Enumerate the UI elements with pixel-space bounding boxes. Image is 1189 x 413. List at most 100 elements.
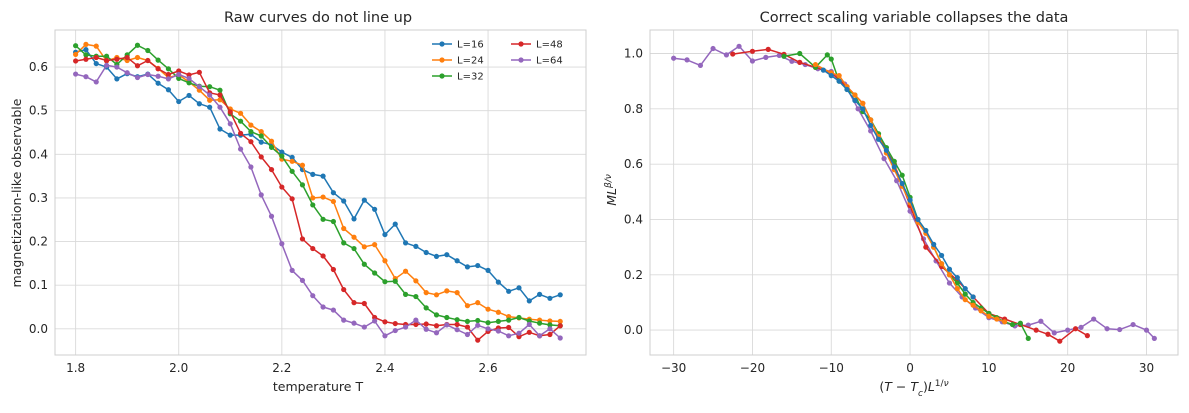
- x-tick-label: −10: [819, 361, 844, 375]
- data-point: [836, 73, 842, 79]
- data-point: [423, 321, 429, 327]
- data-point: [526, 329, 532, 335]
- data-point: [464, 303, 471, 309]
- data-point: [1084, 333, 1090, 339]
- right-chart-xlabel: (T − Tc)L1/ν: [879, 379, 948, 399]
- legend-label: L=64: [536, 56, 563, 67]
- data-point: [495, 328, 501, 334]
- legend-label: L=32: [457, 72, 484, 83]
- data-point: [372, 242, 378, 248]
- data-point: [986, 313, 992, 319]
- data-point: [392, 327, 398, 334]
- data-point: [516, 285, 522, 291]
- data-point: [789, 58, 795, 64]
- data-point: [165, 66, 172, 72]
- data-point: [413, 243, 419, 249]
- data-point: [946, 280, 953, 286]
- data-point: [341, 240, 347, 246]
- data-point: [207, 97, 213, 103]
- data-point: [820, 67, 826, 73]
- data-point: [330, 266, 336, 273]
- data-point: [423, 249, 429, 256]
- series-L-16: [820, 67, 976, 300]
- data-point: [1033, 327, 1039, 333]
- data-point: [155, 66, 161, 72]
- data-point: [844, 86, 850, 93]
- data-point: [155, 57, 161, 63]
- data-point: [433, 253, 440, 260]
- y-tick-label: 0.4: [29, 147, 48, 161]
- data-point: [237, 130, 244, 136]
- data-point: [444, 314, 450, 321]
- data-point: [1025, 335, 1031, 342]
- data-point: [423, 305, 429, 311]
- data-point: [299, 236, 306, 242]
- data-point: [83, 41, 89, 47]
- data-point: [547, 331, 553, 338]
- data-point: [392, 221, 398, 227]
- x-tick-label: 0: [906, 361, 914, 375]
- data-point: [310, 245, 316, 252]
- data-point: [852, 92, 858, 98]
- data-point: [165, 71, 172, 78]
- data-point: [899, 172, 905, 178]
- data-point: [526, 298, 532, 304]
- data-point: [516, 330, 522, 336]
- data-point: [207, 84, 213, 90]
- data-point: [475, 317, 481, 324]
- data-point: [83, 56, 89, 62]
- data-point: [134, 74, 141, 81]
- data-point: [351, 216, 357, 222]
- plot-frame: [54, 29, 587, 356]
- data-point: [433, 312, 440, 318]
- data-point: [382, 279, 388, 285]
- y-tick-label: 0.8: [624, 102, 643, 116]
- data-point: [145, 47, 151, 54]
- data-point: [320, 304, 326, 310]
- data-point: [860, 106, 866, 112]
- x-tick-label: −30: [661, 361, 686, 375]
- data-point: [1045, 331, 1051, 337]
- data-point: [962, 297, 968, 303]
- data-point: [155, 80, 161, 86]
- data-point: [176, 71, 182, 78]
- data-point: [341, 286, 347, 293]
- data-point: [268, 138, 275, 144]
- data-point: [165, 76, 172, 82]
- data-point: [341, 225, 347, 232]
- series-line: [75, 43, 561, 323]
- data-point: [547, 318, 553, 324]
- data-point: [382, 231, 388, 238]
- data-point: [248, 122, 254, 128]
- data-point: [931, 241, 937, 247]
- data-point: [923, 244, 929, 250]
- data-point: [454, 290, 460, 296]
- data-point: [372, 270, 378, 276]
- data-point: [1143, 327, 1150, 333]
- data-point: [217, 104, 223, 110]
- data-point: [1091, 316, 1097, 322]
- data-point: [855, 106, 861, 112]
- data-point: [392, 278, 398, 284]
- data-point: [516, 314, 522, 321]
- data-point: [83, 47, 89, 53]
- data-point: [868, 122, 874, 129]
- data-point: [196, 84, 202, 90]
- data-point: [310, 195, 316, 201]
- legend: L=16 L=24 L=32 L=48 L=64: [432, 40, 563, 83]
- data-point: [145, 57, 151, 64]
- data-point: [547, 295, 553, 301]
- data-point: [382, 333, 388, 339]
- data-point: [444, 288, 450, 294]
- data-point: [868, 128, 874, 134]
- x-tick-label: 10: [981, 361, 996, 375]
- data-point: [237, 110, 244, 116]
- data-point: [207, 92, 213, 98]
- data-point: [196, 101, 202, 107]
- data-point: [797, 59, 803, 65]
- data-point: [776, 52, 782, 59]
- data-point: [299, 277, 306, 284]
- data-point: [351, 320, 357, 326]
- x-tick-label: 20: [1060, 361, 1075, 375]
- data-point: [237, 118, 244, 124]
